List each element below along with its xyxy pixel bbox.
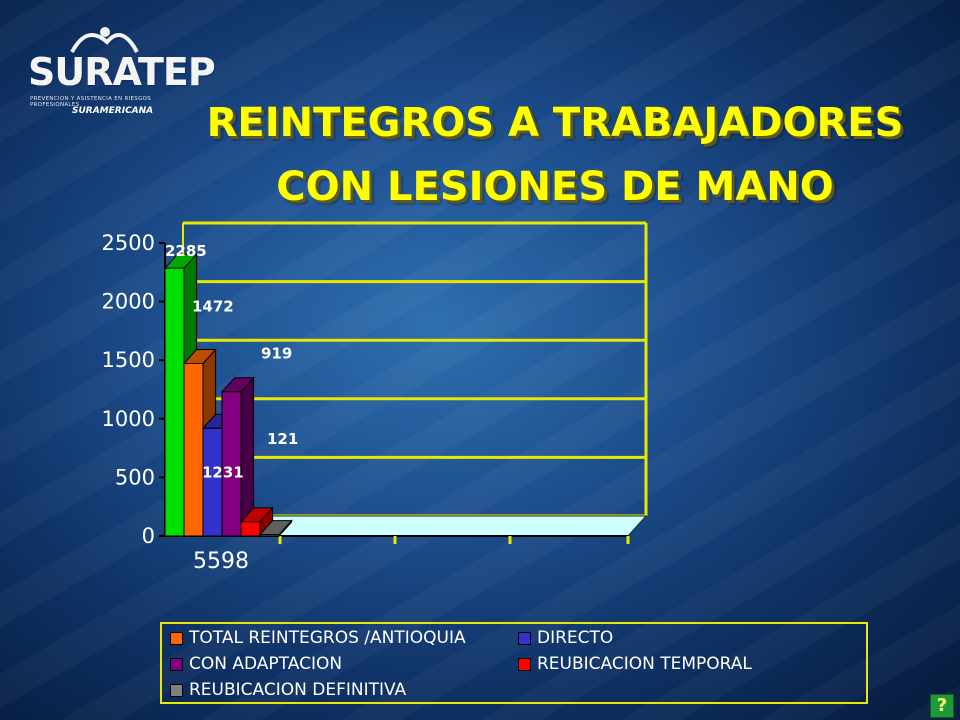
y-tick-label: 2000 — [102, 290, 155, 314]
y-tick-label: 2500 — [102, 231, 155, 255]
logo-figure-icon — [70, 27, 139, 53]
y-tick-label: 1500 — [102, 348, 155, 372]
slide-title-line1: REINTEGROS A TRABAJADORES — [206, 100, 904, 146]
logo-wordmark: SURATEP — [28, 50, 216, 94]
data-label: 919 — [261, 344, 292, 362]
help-button[interactable]: ? — [930, 694, 954, 718]
legend-label: CON ADAPTACION — [189, 654, 343, 674]
bar — [183, 362, 204, 537]
legend-swatch — [170, 683, 183, 697]
bar — [259, 534, 280, 537]
x-category-label: 5598 — [193, 549, 249, 574]
legend-item: TOTAL REINTEGROS /ANTIOQUIA — [170, 628, 466, 648]
legend-swatch — [518, 657, 531, 671]
y-tick-label: 0 — [142, 524, 155, 548]
legend-item: DIRECTO — [518, 628, 613, 648]
legend-label: TOTAL REINTEGROS /ANTIOQUIA — [189, 628, 466, 648]
legend-swatch — [518, 631, 531, 645]
legend-item: REUBICACION DEFINITIVA — [170, 680, 406, 700]
legend-swatch — [170, 657, 183, 671]
logo-tagline: PREVENCION Y ASISTENCIA EN RIESGOS PROFE… — [30, 96, 152, 108]
bar — [164, 267, 185, 537]
legend-label: REUBICACION DEFINITIVA — [189, 680, 407, 700]
data-label: 1231 — [202, 464, 244, 482]
data-label: 1472 — [192, 297, 234, 315]
legend-label: REUBICACION TEMPORAL — [537, 654, 752, 674]
legend-swatch — [170, 631, 183, 645]
legend-item: REUBICACION TEMPORAL — [518, 654, 752, 674]
y-tick-label: 500 — [115, 465, 155, 489]
suratep-logo: SURATEP PREVENCION Y ASISTENCIA EN RIESG… — [22, 27, 216, 128]
logo-brand: SURAMERICANA — [72, 106, 154, 116]
bar — [240, 521, 261, 537]
chart-legend: TOTAL REINTEGROS /ANTIOQUIA DIRECTO CON AD… — [160, 622, 868, 704]
y-tick-label: 1000 — [102, 407, 155, 431]
legend-item: CON ADAPTACION — [170, 654, 342, 674]
data-label: 2285 — [165, 242, 207, 260]
legend-label: DIRECTO — [537, 628, 614, 648]
slide-title-line2: CON LESIONES DE MANO — [276, 164, 834, 210]
bar — [221, 391, 242, 537]
bar — [202, 427, 223, 537]
data-label: 121 — [267, 430, 298, 448]
